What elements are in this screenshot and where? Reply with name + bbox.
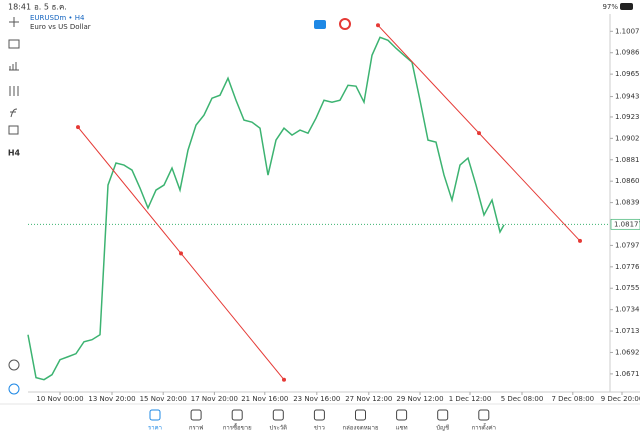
- tab-icon[interactable]: [149, 409, 161, 421]
- objects-tool[interactable]: [9, 86, 19, 96]
- y-tick-label: 1.06920: [615, 348, 640, 356]
- trade-button[interactable]: [314, 20, 326, 29]
- battery-icon: [620, 3, 633, 10]
- y-tick-label: 1.09230: [615, 113, 640, 121]
- x-tick-label: 9 Dec 20:00: [601, 395, 640, 403]
- x-tick-label: 10 Nov 00:00: [36, 395, 83, 403]
- tab-label[interactable]: แชท: [396, 425, 408, 432]
- y-tick-label: 1.07970: [615, 241, 640, 249]
- tab-label[interactable]: กล่องจดหมาย: [342, 425, 378, 432]
- tab-icon[interactable]: [437, 409, 449, 421]
- tab-icon[interactable]: [190, 409, 202, 421]
- x-tick-label: 7 Dec 08:00: [551, 395, 594, 403]
- y-tick-label: 1.09020: [615, 134, 640, 142]
- tab-icon[interactable]: [478, 409, 490, 421]
- trend-handle[interactable]: [76, 125, 80, 130]
- x-tick-label: 29 Nov 12:00: [396, 395, 443, 403]
- y-tick-label: 1.07550: [615, 284, 640, 292]
- symbol-name[interactable]: EURUSDm • H4: [30, 14, 85, 22]
- status-date: อ. 5 ธ.ค.: [34, 3, 67, 12]
- x-tick-label: 15 Nov 20:00: [140, 395, 187, 403]
- y-tick-label: 1.06710: [615, 370, 640, 378]
- shapes-tool[interactable]: [8, 125, 19, 135]
- trend-handle[interactable]: [477, 131, 481, 136]
- zoom-tool[interactable]: [8, 359, 20, 371]
- y-tick-label: 1.08810: [615, 156, 640, 164]
- current-price-box: [610, 218, 640, 230]
- chart-type-tool[interactable]: [8, 39, 20, 49]
- trend-handle[interactable]: [179, 251, 183, 256]
- y-tick-label: 1.10070: [615, 27, 640, 35]
- crosshair-tool[interactable]: [9, 17, 19, 27]
- trend-handle[interactable]: [282, 377, 286, 382]
- y-tick-label: 1.07130: [615, 327, 640, 335]
- symbol-description: Euro vs US Dollar: [30, 23, 91, 31]
- trend-handle[interactable]: [578, 238, 582, 243]
- tab-label[interactable]: ราคา: [148, 425, 162, 432]
- x-tick-label: 23 Nov 16:00: [293, 395, 340, 403]
- status-time: 18:41: [8, 3, 31, 12]
- x-tick-label: 27 Nov 12:00: [345, 395, 392, 403]
- tab-icon[interactable]: [231, 409, 243, 421]
- tab-icon[interactable]: [355, 409, 366, 421]
- trend-handle[interactable]: [376, 23, 380, 28]
- y-tick-label: 1.08600: [615, 177, 640, 185]
- tab-icon[interactable]: [313, 409, 325, 421]
- text-tool[interactable]: [10, 108, 18, 118]
- battery-text: 97%: [602, 3, 618, 11]
- x-tick-label: 21 Nov 16:00: [241, 395, 288, 403]
- current-price-label: 1.08177: [614, 220, 640, 228]
- x-tick-label: 13 Nov 20:00: [88, 395, 135, 403]
- tab-bar: ราคา กราฟ การซื้อขาย ประวัติ ข่าว กล่องจดหมาย…: [148, 409, 496, 432]
- tab-label[interactable]: ประวัติ: [270, 425, 288, 432]
- tab-icon[interactable]: [396, 409, 408, 421]
- tab-label[interactable]: การตั้งค่า: [472, 422, 496, 432]
- chart: 1.10070 1.09860 1.09650 1.09430 1.09230 1.090…: [27, 23, 640, 403]
- y-tick-label: 1.09650: [615, 70, 640, 78]
- y-tick-label: 1.07340: [615, 306, 640, 314]
- price-line: [27, 36, 505, 381]
- indicator-button[interactable]: [339, 18, 351, 30]
- tab-label[interactable]: ข่าว: [314, 425, 325, 432]
- tab-label[interactable]: กราฟ: [189, 425, 203, 432]
- x-tick-label: 17 Nov 20:00: [191, 395, 238, 403]
- indicators-tool[interactable]: [9, 62, 19, 71]
- y-tick-label: 1.07760: [615, 263, 640, 271]
- y-tick-label: 1.09860: [615, 49, 640, 57]
- tab-label[interactable]: การซื้อขาย: [223, 422, 252, 432]
- sync-tool[interactable]: [8, 383, 20, 395]
- tab-label[interactable]: บัญชี: [436, 424, 449, 432]
- x-tick-label: 5 Dec 08:00: [501, 395, 544, 403]
- y-tick-label: 1.09430: [615, 93, 640, 101]
- x-tick-label: 1 Dec 12:00: [449, 395, 492, 403]
- y-tick-label: 1.08390: [615, 199, 640, 207]
- left-toolbar: [8, 17, 20, 395]
- timeframe-button[interactable]: H4: [8, 149, 21, 158]
- tab-icon[interactable]: [272, 409, 284, 421]
